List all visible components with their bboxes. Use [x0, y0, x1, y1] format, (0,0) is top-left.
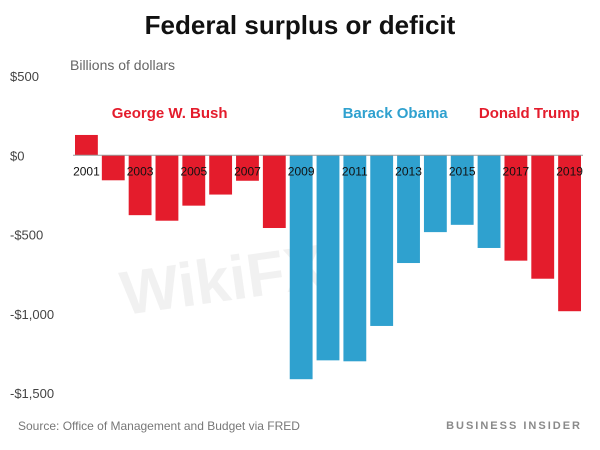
bar-2014: [423, 155, 447, 233]
bar-2017: [504, 155, 528, 261]
bar-2009: [289, 155, 313, 380]
bar-2005: [182, 155, 206, 206]
x-tick-label: 2001: [73, 164, 100, 178]
y-tick-label: -$1,000: [10, 307, 54, 322]
x-tick-label: 2013: [395, 164, 422, 178]
y-tick-label: $500: [10, 69, 39, 84]
administration-label: Barack Obama: [343, 105, 449, 122]
administration-label: Donald Trump: [479, 105, 580, 122]
bar-2019: [558, 155, 581, 312]
x-tick-label: 2003: [127, 164, 154, 178]
bar-2018: [531, 155, 555, 279]
x-tick-label: 2005: [180, 164, 207, 178]
bar-2007: [236, 155, 259, 181]
x-tick-label: 2017: [503, 164, 530, 178]
x-tick-label: 2019: [556, 164, 583, 178]
source-note: Source: Office of Management and Budget …: [18, 419, 300, 433]
chart-title: Federal surplus or deficit: [144, 10, 456, 40]
bar-2013: [397, 155, 420, 264]
unit-label: Billions of dollars: [70, 57, 176, 73]
y-tick-label: -$1,500: [10, 386, 54, 401]
bar-2004: [155, 155, 179, 221]
y-tick-label: -$500: [10, 228, 43, 243]
bar-2002: [101, 155, 125, 181]
bar-2008: [262, 155, 286, 229]
bar-2010: [316, 155, 340, 361]
bar-2011: [343, 155, 367, 362]
bar-2003: [128, 155, 152, 216]
bar-2015: [450, 155, 474, 225]
x-tick-label: 2015: [449, 164, 476, 178]
x-tick-label: 2011: [342, 164, 368, 178]
y-tick-label: $0: [10, 148, 24, 163]
brand-logo: BUSINESS INSIDER: [446, 420, 582, 432]
bar-2001: [75, 134, 98, 156]
administration-label: George W. Bush: [112, 105, 228, 122]
bar-2006: [209, 155, 233, 195]
bar-2016: [477, 155, 501, 248]
bar-2012: [370, 155, 394, 326]
x-tick-label: 2007: [234, 164, 261, 178]
x-tick-label: 2009: [288, 164, 315, 178]
